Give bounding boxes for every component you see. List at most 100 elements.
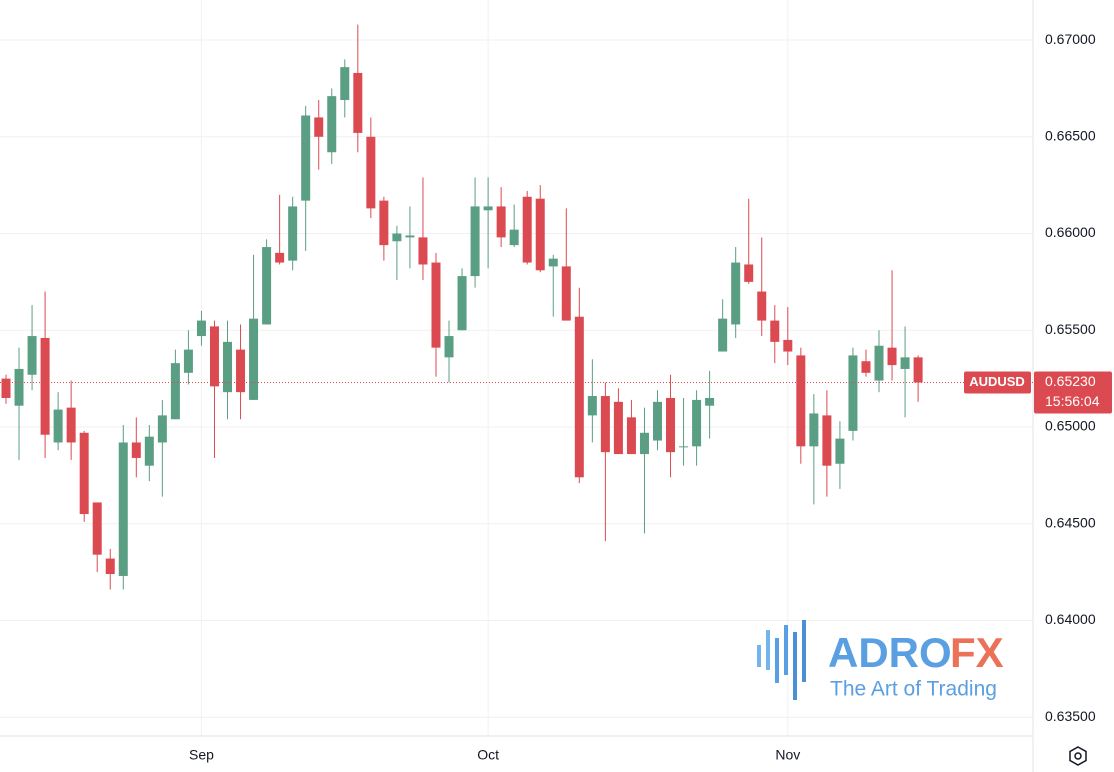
logo-bar [784, 625, 788, 675]
candle-body [92, 502, 102, 555]
x-tick-label: Oct [477, 747, 499, 763]
candle-body [496, 206, 506, 238]
candle-body [666, 397, 676, 453]
candle-body [236, 349, 246, 393]
candle-body [718, 318, 728, 352]
candle-body [822, 415, 832, 466]
candle-body [1, 378, 11, 398]
candle-body [301, 115, 311, 201]
countdown-label: 15:56:04 [1045, 393, 1100, 409]
candle-body [405, 235, 415, 238]
watermark: ADRO FX The Art of Trading [757, 620, 1004, 701]
candle-body [196, 320, 206, 337]
candle-body [288, 206, 298, 261]
candle-body [483, 206, 493, 211]
candle-body [118, 442, 128, 576]
candle-body [796, 355, 806, 447]
candle-body [249, 318, 259, 400]
candle-body [679, 446, 689, 448]
candle-body [626, 417, 636, 455]
candle-body [444, 336, 454, 358]
candle-body [144, 436, 154, 466]
candle-body [587, 396, 597, 416]
settings-icon[interactable] [1069, 746, 1087, 766]
symbol-label: AUDUSD [969, 374, 1025, 389]
candle-body [40, 337, 50, 435]
candle-body [744, 264, 754, 282]
candle-body [509, 229, 519, 246]
brand-left: ADRO [828, 629, 952, 676]
tagline: The Art of Trading [830, 678, 997, 701]
brand-right: FX [950, 629, 1004, 676]
symbol-badge [964, 371, 1031, 394]
candle-body [157, 415, 167, 443]
logo-bar [775, 638, 779, 683]
candle-body [692, 399, 702, 447]
candle-body [913, 357, 923, 383]
candle-body [731, 262, 741, 325]
x-tick-label: Sep [189, 747, 214, 763]
candle-body [561, 266, 571, 321]
candle-body [262, 247, 272, 325]
logo-bar [757, 645, 761, 667]
logo-bar [766, 630, 770, 670]
candle-body [887, 347, 897, 366]
candle-body [353, 72, 363, 133]
candle-body [574, 316, 584, 478]
price-label: 0.65230 [1045, 373, 1096, 389]
candle-body [131, 442, 141, 458]
candle-body [431, 262, 441, 348]
candle-body [535, 198, 545, 271]
candle-body [14, 368, 24, 406]
candle-body [874, 345, 884, 381]
candle-body [379, 200, 389, 246]
candle-body [809, 413, 819, 447]
candle-body [653, 401, 662, 441]
candle-body [183, 349, 193, 373]
candle-body [327, 96, 337, 153]
candle-body [783, 339, 793, 352]
candle-body [470, 206, 480, 277]
y-tick-label: 0.64000 [1045, 611, 1096, 627]
settings-dot[interactable] [1074, 752, 1082, 760]
logo-bar [802, 620, 806, 682]
candle-body [770, 320, 780, 342]
candle-body [861, 361, 871, 373]
candle-body [392, 233, 402, 242]
candle-body [105, 558, 115, 575]
candle-body [53, 409, 63, 443]
candle-body [66, 407, 76, 443]
y-tick-label: 0.63500 [1045, 708, 1096, 724]
y-tick-label: 0.66000 [1045, 224, 1096, 240]
y-tick-label: 0.66500 [1045, 127, 1096, 143]
candle-body [170, 363, 180, 420]
candle-body [548, 258, 558, 267]
candles [1, 24, 923, 590]
x-tick-label: Nov [775, 747, 800, 763]
candle-body [366, 136, 376, 209]
y-tick-label: 0.64500 [1045, 514, 1096, 530]
candle-body [705, 397, 715, 406]
candle-body [275, 252, 285, 263]
candle-body [600, 396, 610, 453]
candle-body [835, 438, 845, 464]
candle-body [900, 357, 910, 369]
grid [0, 0, 1033, 736]
candle-body [418, 237, 428, 265]
candle-body [757, 291, 767, 321]
candle-body [314, 117, 324, 137]
settings-hex[interactable] [1069, 746, 1087, 766]
price-badge [1034, 371, 1112, 414]
candle-body [79, 432, 89, 515]
candle-body [457, 276, 467, 331]
candle-body [209, 326, 219, 387]
candle-body [522, 196, 532, 263]
candle-body [639, 432, 649, 455]
candle-body [27, 336, 37, 375]
y-tick-label: 0.65500 [1045, 321, 1096, 337]
candle-body [848, 355, 858, 431]
y-tick-label: 0.65000 [1045, 418, 1096, 434]
candle-body [613, 401, 623, 455]
